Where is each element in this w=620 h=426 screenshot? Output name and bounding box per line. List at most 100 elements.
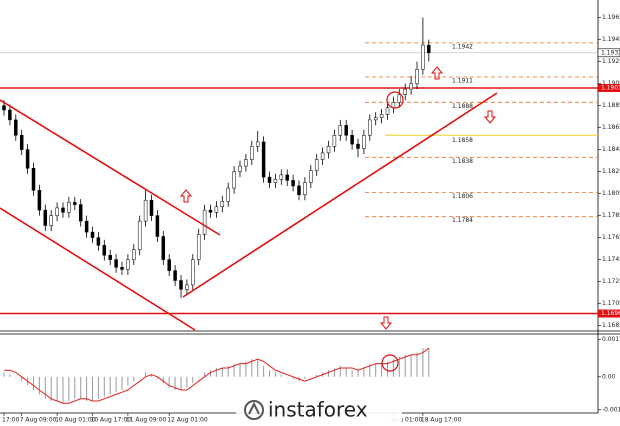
oscillator-bar [422, 348, 424, 377]
candle-body [232, 171, 236, 189]
oscillator-bar [369, 363, 371, 377]
y-tick-label: 1.1825 [602, 168, 620, 175]
candle-body [220, 201, 225, 208]
oscillator-bar [92, 376, 93, 401]
level-label: 1.1838 [452, 158, 473, 165]
y-tick-label: 1.1925 [602, 58, 620, 65]
candle-body [161, 236, 166, 260]
level-label: 1.1784 [452, 217, 473, 224]
level-label: 1.1911 [452, 78, 473, 85]
y-tick-label: 1.1705 [602, 300, 620, 307]
channel-line [0, 99, 221, 236]
level-price-box [598, 309, 620, 318]
circle-marker [386, 91, 404, 109]
oscillator-bar [186, 376, 188, 388]
y-tick-label: 1.1805 [602, 190, 620, 197]
oscillator-bar [50, 376, 52, 401]
candle-body [120, 267, 124, 270]
candle-body [356, 143, 360, 149]
x-tick-label: 18 Aug 17:00 [421, 417, 462, 424]
candle-body [297, 185, 301, 195]
candle-body [273, 179, 278, 183]
oscillator-bar [416, 352, 418, 377]
candle-body [291, 180, 295, 187]
x-tick-label: 12 Aug 01:00 [167, 417, 208, 424]
y-tick-label: 1.1685 [602, 322, 620, 329]
candle-body [108, 254, 112, 260]
candle-body [244, 159, 248, 167]
watermark: instaforex [236, 396, 402, 425]
down-arrow [379, 316, 393, 330]
candle-body [362, 135, 366, 149]
y-tick-label: 1.1965 [602, 14, 620, 21]
oscillator-bar [233, 363, 235, 377]
candle-body [250, 146, 254, 160]
oscillator-bar [392, 359, 394, 377]
y-tick-label: 0.0017 [602, 336, 620, 343]
candle-body [96, 237, 101, 246]
annotations [0, 66, 498, 372]
level-price-label: 1.1901 [601, 85, 620, 92]
oscillator-bar [56, 376, 58, 401]
watermark-logo [244, 400, 264, 420]
oscillator-bar [404, 354, 406, 377]
oscillator-bar [398, 357, 400, 377]
oscillator-bar [139, 376, 141, 378]
candle-body [261, 141, 266, 178]
oscillator-bar [9, 374, 11, 377]
candle-body [379, 114, 384, 118]
candle-body [202, 209, 207, 235]
oscillator-bar [251, 359, 253, 377]
candle-body [208, 209, 213, 213]
oscillator-bar [215, 368, 217, 377]
watermark-logo [248, 401, 260, 415]
candle-body [173, 270, 177, 281]
candle-body [373, 117, 378, 121]
candle-body [126, 259, 130, 270]
x-tick-label: 10 Aug 01:00 [55, 417, 96, 424]
y-tick-label: 1.1725 [602, 278, 620, 285]
candle-body [279, 174, 284, 180]
y-tick-label: 1.1785 [602, 212, 620, 219]
channel-line [0, 207, 196, 331]
oscillator-bar [363, 368, 365, 377]
candle-body [167, 259, 171, 271]
candle-body [2, 105, 6, 111]
candle-body [350, 135, 354, 145]
oscillator-bar [68, 376, 70, 401]
level-price-box [598, 84, 620, 92]
candle-body [73, 202, 77, 205]
oscillator-bar [280, 374, 282, 377]
candle-body [285, 174, 289, 181]
oscillator-bar [162, 376, 164, 384]
candle-body [43, 209, 48, 226]
oscillator-bar [257, 359, 259, 377]
y-tick-label: 1.1905 [602, 80, 620, 87]
y-tick-label: 1.1765 [602, 234, 620, 241]
oscillator-bar [210, 370, 211, 377]
candle-body [61, 207, 65, 213]
candle-body [14, 119, 18, 136]
oscillator-bar [316, 374, 318, 377]
candle-body [338, 125, 343, 136]
oscillator-bar [245, 361, 247, 377]
candle-body [397, 94, 402, 103]
candle-body [37, 190, 42, 211]
oscillator-bar [292, 376, 294, 379]
up-arrow [430, 66, 444, 80]
circle-marker [381, 354, 399, 372]
oscillator-bar [127, 376, 129, 386]
level-label: 1.1942 [452, 43, 473, 50]
oscillator-bar [156, 376, 158, 379]
oscillator-bar [351, 370, 353, 377]
up-arrow [179, 189, 193, 203]
candle-body [8, 109, 12, 121]
candle-body [214, 206, 219, 213]
oscillator-bar [310, 376, 312, 378]
x-tick-label: 7 Aug 09:00 [20, 417, 57, 424]
candle-body [332, 135, 337, 147]
current-price-box [597, 48, 620, 58]
candle-body [267, 176, 272, 183]
candle-body [67, 202, 71, 213]
